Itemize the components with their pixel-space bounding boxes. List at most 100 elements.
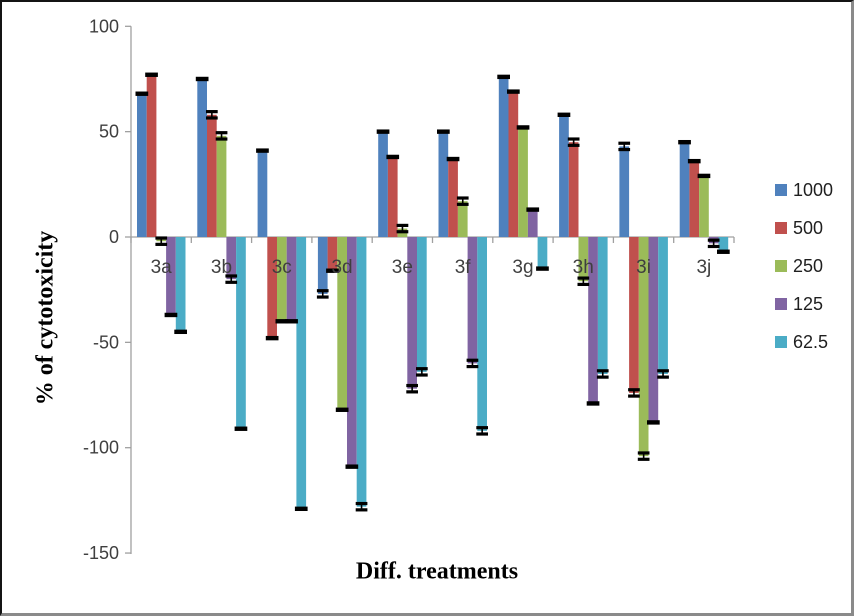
legend-item-250: 250: [775, 255, 833, 277]
error-bar-3d-125: [345, 464, 359, 469]
error-bar-3h-125: [586, 401, 600, 406]
error-whisker-3f-250: [461, 198, 464, 205]
error-cap-top-3i-1000: [618, 141, 631, 145]
error-cap-top-3i-62.5: [657, 369, 669, 373]
bar-3i-250: [638, 237, 649, 457]
legend-item-500: 500: [775, 217, 833, 239]
bar-3c-125: [286, 237, 297, 322]
bar-3e-500: [387, 156, 398, 237]
bar-3c-250: [277, 237, 287, 322]
error-whisker-3a-250: [160, 238, 163, 245]
bar-3a-62.5: [175, 237, 186, 332]
bar-3a-125: [166, 237, 176, 315]
error-cap-bottom-3i-1000: [618, 147, 631, 152]
bar-3d-250: [337, 237, 347, 410]
error-whisker-3i-500: [633, 389, 635, 397]
error-whisker-3d-1000: [321, 290, 324, 298]
error-cap-top-3i-250: [637, 451, 650, 455]
legend-label: 1000: [793, 180, 834, 200]
legend-swatch-125: [775, 298, 787, 310]
bar-3c-62.5: [296, 237, 307, 509]
bar-3f-1000: [438, 131, 449, 237]
error-bar-3e-500: [386, 154, 400, 160]
category-label-3e: 3e: [392, 257, 413, 278]
error-cap-bottom-3d-1000: [316, 295, 329, 299]
error-cap-top-3b-125: [225, 274, 238, 278]
error-bar-3j-62.5: [717, 249, 730, 254]
bar-3g-500: [508, 91, 519, 237]
error-cap-bottom-3h-500: [567, 143, 580, 147]
error-bar-3g-250: [516, 125, 530, 130]
error-cap-bottom-3e-125: [406, 390, 418, 394]
bar-3f-125: [467, 237, 478, 364]
error-cap-bottom-3f-250: [456, 202, 469, 206]
bar-3g-1000: [498, 76, 509, 237]
error-cap-bottom-3b-125: [225, 280, 238, 284]
y-tick-label: 0: [109, 227, 119, 247]
legend-item-125: 125: [775, 293, 833, 315]
legend-swatch-62_5: [775, 336, 787, 348]
error-bar-3f-500: [446, 156, 460, 162]
error-cap-top-3e-125: [406, 383, 418, 388]
error-whisker-3h-62.5: [601, 370, 604, 378]
error-cap-bottom-3i-250: [637, 457, 650, 461]
error-bar-3b-1000: [195, 76, 209, 82]
error-cap-bottom-3e-250: [396, 230, 409, 234]
error-bar-3j-250: [697, 173, 711, 179]
error-bar-3e-1000: [376, 129, 390, 134]
bar-3d-125: [347, 237, 357, 467]
error-cap-bottom-3j-125: [707, 244, 720, 249]
error-whisker-3d-62.5: [360, 503, 363, 510]
bar-3b-250: [216, 135, 227, 237]
bar-3f-500: [448, 159, 458, 237]
bar-3b-125: [226, 237, 237, 280]
error-cap-top-3a-250: [155, 236, 168, 240]
error-bar-3a-125: [164, 312, 178, 318]
bar-3b-500: [207, 114, 217, 237]
error-cap-top-3i-500: [628, 388, 640, 392]
y-tick-label: -100: [83, 438, 119, 458]
error-bar-3c-125: [285, 319, 298, 324]
error-cap-bottom-3h-250: [577, 282, 590, 287]
bar-3f-62.5: [477, 237, 487, 431]
error-bar-3j-1000: [678, 139, 691, 145]
error-whisker-3b-250: [220, 132, 223, 140]
y-tick-label: 100: [89, 16, 119, 36]
bar-3h-1000: [559, 114, 569, 237]
error-cap-top-3j-125: [707, 238, 720, 242]
bar-3j-1000: [679, 142, 690, 237]
error-bar-3d-500: [326, 268, 339, 273]
bar-3i-500: [629, 237, 639, 393]
error-bar-3h-1000: [557, 112, 571, 117]
bar-3h-250: [578, 237, 589, 282]
error-cap-top-3h-500: [567, 137, 580, 141]
error-bar-3b-62.5: [234, 426, 248, 431]
bar-3d-62.5: [356, 237, 367, 507]
legend-label: 250: [793, 256, 824, 276]
bar-3f-250: [457, 201, 468, 237]
y-tick-label: -50: [93, 332, 119, 352]
error-cap-bottom-3d-62.5: [355, 508, 368, 512]
error-bar-3j-500: [687, 158, 701, 164]
bar-3h-62.5: [597, 237, 608, 374]
error-cap-top-3b-500: [206, 110, 218, 114]
category-label-3j: 3j: [696, 257, 711, 278]
category-label-3h: 3h: [573, 257, 594, 278]
category-label-3d: 3d: [331, 257, 352, 278]
bar-3j-500: [689, 161, 700, 237]
error-bar-3a-1000: [135, 91, 149, 96]
category-label-3f: 3f: [455, 257, 472, 278]
error-bar-3a-500: [145, 72, 158, 77]
category-label-3g: 3g: [512, 257, 533, 278]
error-cap-bottom-3h-62.5: [596, 375, 609, 379]
error-bar-3g-500: [507, 89, 520, 94]
error-whisker-3f-62.5: [481, 427, 483, 435]
error-whisker-3h-250: [582, 278, 585, 285]
bar-3b-62.5: [236, 237, 246, 429]
error-bar-3g-125: [526, 207, 540, 212]
error-bar-3c-62.5: [294, 506, 308, 512]
bar-3e-1000: [378, 131, 388, 237]
error-cap-top-3f-250: [456, 196, 469, 200]
